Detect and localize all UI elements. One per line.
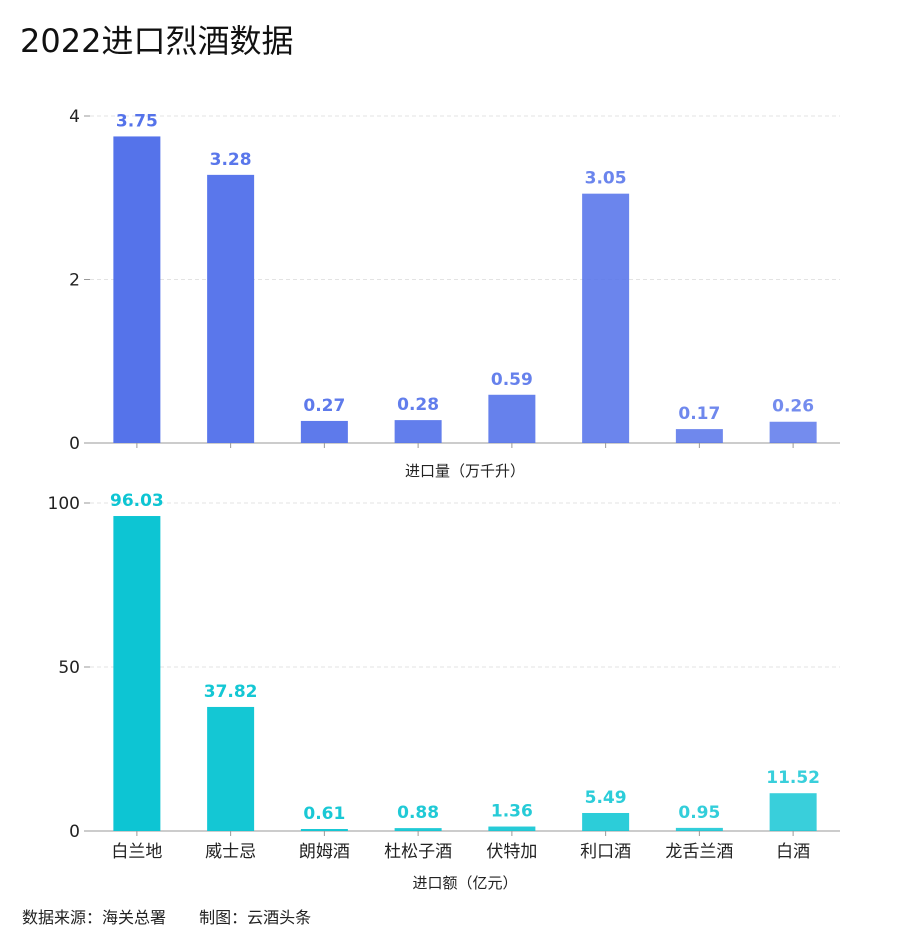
- value-data-label: 1.36: [491, 802, 533, 822]
- category-label: 杜松子酒: [384, 842, 452, 862]
- chart-canvas: 0 2 4 3.75 3.28 0.27 0.28 0.59 3.05 0.17 0.26 进口量（万…: [48, 107, 840, 892]
- value-bar: [675, 827, 723, 831]
- volume-ytick-label: 0: [69, 434, 80, 454]
- volume-bar: [207, 174, 255, 444]
- volume-bar: [769, 421, 817, 443]
- value-bar: [394, 828, 442, 831]
- value-ytick-label: 0: [69, 822, 80, 842]
- value-data-label: 0.88: [397, 803, 439, 823]
- category-label: 利口酒: [580, 842, 631, 862]
- volume-data-label: 0.17: [678, 404, 720, 424]
- value-data-label: 37.82: [204, 682, 258, 702]
- volume-ytick-label: 2: [69, 271, 80, 291]
- volume-bar: [113, 136, 161, 443]
- volume-data-label: 0.26: [772, 397, 814, 417]
- value-data-label: 11.52: [766, 768, 820, 788]
- value-bar: [582, 812, 630, 831]
- volume-ytick-label: 4: [69, 107, 80, 127]
- value-data-label: 0.61: [303, 804, 345, 824]
- category-label: 龙舌兰酒: [665, 842, 733, 862]
- volume-bar: [582, 193, 630, 443]
- value-data-label: 96.03: [110, 491, 164, 511]
- value-data-label: 0.95: [678, 803, 720, 823]
- category-label: 白兰地: [111, 842, 162, 862]
- made-by-text: 制图：云酒头条: [199, 908, 312, 927]
- volume-data-label: 0.27: [303, 396, 345, 416]
- value-ytick-label: 100: [48, 494, 80, 514]
- value-data-label: 5.49: [585, 788, 627, 808]
- value-x-axis-title: 进口额（亿元）: [412, 874, 517, 892]
- chart-title: 2022进口烈酒数据: [20, 22, 294, 60]
- volume-bar: [394, 420, 442, 443]
- value-bar: [300, 828, 348, 831]
- volume-data-label: 3.05: [585, 169, 627, 189]
- category-label: 威士忌: [205, 842, 256, 862]
- category-label: 伏特加: [486, 842, 537, 862]
- category-label: 白酒: [776, 842, 810, 862]
- value-bar: [207, 706, 255, 831]
- value-ytick-label: 50: [58, 658, 80, 678]
- volume-bar: [300, 420, 348, 443]
- volume-bar: [488, 394, 536, 443]
- volume-bar: [675, 429, 723, 443]
- volume-data-label: 3.75: [116, 111, 158, 131]
- source-footer: 数据来源：海关总署 制图：云酒头条: [22, 904, 339, 928]
- volume-data-label: 0.59: [491, 370, 533, 390]
- data-source-text: 数据来源：海关总署: [22, 908, 167, 927]
- value-bar: [113, 516, 161, 831]
- volume-data-label: 3.28: [210, 150, 252, 170]
- value-bar: [769, 793, 817, 831]
- volume-data-label: 0.28: [397, 395, 439, 415]
- value-bar: [488, 826, 536, 831]
- volume-x-axis-title: 进口量（万千升）: [405, 462, 525, 480]
- category-label: 朗姆酒: [299, 842, 350, 862]
